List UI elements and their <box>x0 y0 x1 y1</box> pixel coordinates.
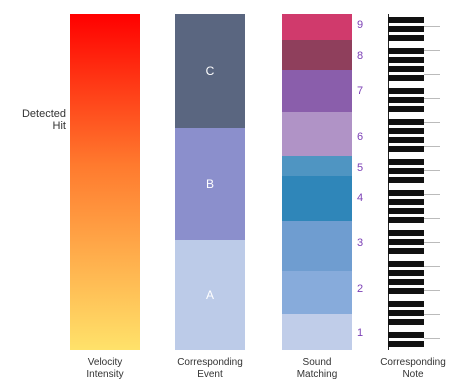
event-c-label: C <box>205 64 215 78</box>
sound-number-9: 9 <box>357 19 364 31</box>
caption-line1: Velocity <box>87 357 123 368</box>
piano-key-divider <box>424 50 440 51</box>
piano-key-divider <box>424 242 440 243</box>
piano-black-key <box>388 230 424 236</box>
sound-level-8 <box>282 40 352 70</box>
piano-black-key <box>388 106 424 112</box>
piano-black-key <box>388 341 424 347</box>
piano-black-key <box>388 319 424 325</box>
piano-black-key <box>388 88 424 94</box>
corresponding-event-caption: Corresponding Event <box>167 357 253 381</box>
sound-matching-caption: Sound Matching <box>282 357 352 381</box>
corresponding-event-column: C B A <box>175 14 245 350</box>
piano-black-key <box>388 97 424 103</box>
piano-black-key <box>388 128 424 134</box>
piano-black-key <box>388 75 424 81</box>
detected-hit-line2: Hit <box>52 120 66 132</box>
sound-number-2: 2 <box>357 283 364 295</box>
sound-level-9 <box>282 14 352 40</box>
caption-line2: Intensity <box>86 369 124 380</box>
piano-black-key <box>388 137 424 143</box>
caption-line1: Corresponding <box>177 357 243 368</box>
piano-black-key <box>388 217 424 223</box>
caption-line1: Sound <box>302 357 332 368</box>
sound-level-5 <box>282 156 352 176</box>
piano-black-key <box>388 190 424 196</box>
event-c-segment: C <box>175 14 245 128</box>
corresponding-note-caption: Corresponding Note <box>371 357 455 381</box>
event-b-segment: B <box>175 128 245 240</box>
sound-number-4: 4 <box>357 192 364 204</box>
caption-line2: Note <box>402 369 424 380</box>
piano-black-key <box>388 17 424 23</box>
piano-black-key <box>388 288 424 294</box>
piano-black-key <box>388 57 424 63</box>
sound-level-1 <box>282 314 352 350</box>
caption-line1: Corresponding <box>380 357 446 368</box>
piano-black-key <box>388 168 424 174</box>
piano-key-divider <box>424 26 440 27</box>
sound-level-3 <box>282 221 352 271</box>
piano-black-key <box>388 248 424 254</box>
piano-black-key <box>388 279 424 285</box>
sound-number-6: 6 <box>357 131 364 143</box>
piano-key-divider <box>424 266 440 267</box>
sound-number-7: 7 <box>357 85 364 97</box>
piano-key-divider <box>424 290 440 291</box>
piano-black-key <box>388 332 424 338</box>
piano-black-key <box>388 199 424 205</box>
piano-black-key <box>388 261 424 267</box>
sound-level-6 <box>282 112 352 156</box>
piano-black-key <box>388 177 424 183</box>
piano-black-key <box>388 66 424 72</box>
piano-black-key <box>388 26 424 32</box>
piano-key-divider <box>424 98 440 99</box>
piano-black-key <box>388 146 424 152</box>
piano-keyboard <box>388 14 440 350</box>
event-b-label: B <box>205 177 214 191</box>
piano-key-divider <box>424 146 440 147</box>
event-a-segment: A <box>175 240 245 350</box>
velocity-intensity-bar <box>70 14 140 350</box>
velocity-intensity-caption: Velocity Intensity <box>70 357 140 381</box>
piano-key-divider <box>424 314 440 315</box>
piano-black-key <box>388 301 424 307</box>
piano-key-divider <box>424 338 440 339</box>
detected-hit-label: Detected Hit <box>6 108 66 132</box>
detected-hit-line1: Detected <box>21 108 66 120</box>
piano-key-divider <box>424 170 440 171</box>
piano-key-divider <box>424 194 440 195</box>
caption-line2: Matching <box>296 369 338 380</box>
event-a-label: A <box>205 288 214 302</box>
piano-key-divider <box>424 74 440 75</box>
piano-black-key <box>388 310 424 316</box>
piano-black-key <box>388 159 424 165</box>
piano-black-key <box>388 239 424 245</box>
sound-number-5: 5 <box>357 162 364 174</box>
sound-matching-column <box>282 14 352 350</box>
piano-black-key <box>388 208 424 214</box>
sound-number-8: 8 <box>357 50 364 62</box>
caption-line2: Event <box>197 369 223 380</box>
piano-black-key <box>388 270 424 276</box>
piano-black-key <box>388 48 424 54</box>
sound-level-7 <box>282 70 352 112</box>
sound-number-1: 1 <box>357 327 364 339</box>
piano-key-divider <box>424 218 440 219</box>
piano-black-key <box>388 35 424 41</box>
piano-black-key <box>388 119 424 125</box>
piano-key-divider <box>424 122 440 123</box>
sound-level-4 <box>282 176 352 221</box>
sound-level-2 <box>282 271 352 314</box>
sound-number-3: 3 <box>357 237 364 249</box>
